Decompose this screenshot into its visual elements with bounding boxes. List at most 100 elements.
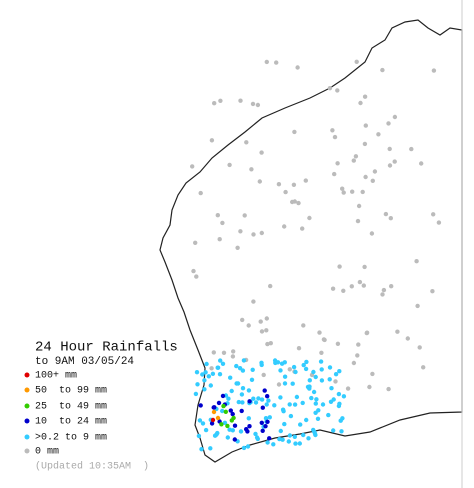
station-dot [264, 59, 269, 65]
station-dot [356, 203, 362, 209]
station-dot [236, 399, 241, 405]
station-dot [242, 213, 247, 218]
station-dot [295, 65, 300, 70]
station-dot [409, 146, 414, 152]
station-dot [335, 341, 341, 346]
station-dot [300, 400, 305, 406]
station-dot [380, 292, 385, 297]
station-dot [209, 421, 215, 426]
station-dot [196, 433, 202, 439]
legend-label: 25 to 49 mm [35, 402, 107, 413]
station-dot [235, 245, 240, 250]
station-dot [257, 179, 262, 184]
legend-swatch [24, 434, 30, 440]
station-dot [232, 437, 237, 442]
station-dot [212, 101, 217, 106]
station-dot [319, 350, 324, 355]
station-dot [376, 132, 381, 137]
station-dot [414, 259, 419, 264]
station-dot [337, 264, 342, 269]
station-dot [234, 363, 239, 369]
station-dot [327, 377, 332, 382]
station-dot [264, 316, 269, 321]
station-dot [203, 427, 209, 433]
station-dot [362, 141, 368, 147]
station-dot [215, 415, 221, 421]
station-dot [327, 365, 333, 370]
station-dot [431, 68, 437, 73]
station-dot [227, 162, 232, 168]
station-dot [430, 289, 435, 294]
station-dot [303, 178, 308, 183]
station-dot [267, 415, 272, 420]
station-dot [331, 397, 336, 402]
station-dot [317, 330, 322, 335]
station-dot [275, 360, 281, 365]
legend-swatch [24, 403, 30, 409]
station-dot [274, 60, 279, 65]
station-dot [333, 379, 338, 384]
station-dot [319, 378, 325, 383]
station-dot [381, 287, 387, 293]
station-dot [226, 396, 231, 401]
station-dot [291, 182, 297, 187]
station-dot [389, 284, 394, 289]
station-dot [372, 169, 378, 174]
station-dot [300, 226, 305, 231]
station-dot [301, 323, 306, 328]
station-dot [238, 429, 244, 434]
legend-swatch [24, 372, 30, 378]
station-dot [240, 400, 245, 405]
station-dot [251, 232, 256, 237]
station-dot [249, 377, 255, 382]
station-dot [335, 88, 340, 93]
station-dot [193, 391, 199, 397]
station-dot [217, 237, 222, 242]
station-dot [241, 358, 247, 363]
station-dot [220, 393, 226, 399]
station-dot [195, 382, 200, 387]
station-dot [336, 391, 342, 397]
station-dot [386, 386, 391, 392]
station-dot [223, 409, 228, 414]
station-dot [246, 416, 251, 421]
station-dot [259, 329, 265, 334]
station-dot [316, 408, 321, 413]
station-dot [198, 403, 203, 408]
station-dot [336, 403, 342, 409]
legend-swatch [24, 387, 30, 393]
station-dot [208, 383, 213, 388]
station-dot [220, 408, 225, 414]
station-dot [304, 417, 309, 423]
station-dot [296, 346, 302, 351]
station-dot [239, 408, 244, 414]
legend-label: 0 mm [35, 447, 59, 458]
station-dot [332, 134, 338, 140]
station-dot [208, 446, 213, 451]
station-dot [341, 190, 346, 195]
station-dot [262, 388, 267, 393]
station-dot [263, 424, 268, 429]
station-dot [256, 396, 261, 401]
station-dot [369, 231, 375, 236]
station-dot [329, 386, 334, 391]
station-dot [306, 436, 311, 441]
station-dot [259, 230, 264, 236]
station-dot [240, 386, 246, 391]
station-dot [355, 353, 360, 358]
station-dot [326, 412, 331, 418]
station-dot [230, 411, 235, 417]
station-dot [286, 439, 291, 444]
station-dot [228, 408, 233, 413]
station-dot [250, 101, 256, 107]
station-dot [278, 428, 283, 434]
station-dot [360, 189, 365, 195]
station-dot [301, 432, 306, 438]
station-dot [298, 422, 303, 427]
station-dot [228, 375, 233, 380]
station-dot [272, 403, 277, 408]
station-dot [311, 389, 317, 395]
station-dot [247, 424, 252, 429]
station-dot [341, 288, 346, 293]
station-dot [255, 102, 261, 108]
